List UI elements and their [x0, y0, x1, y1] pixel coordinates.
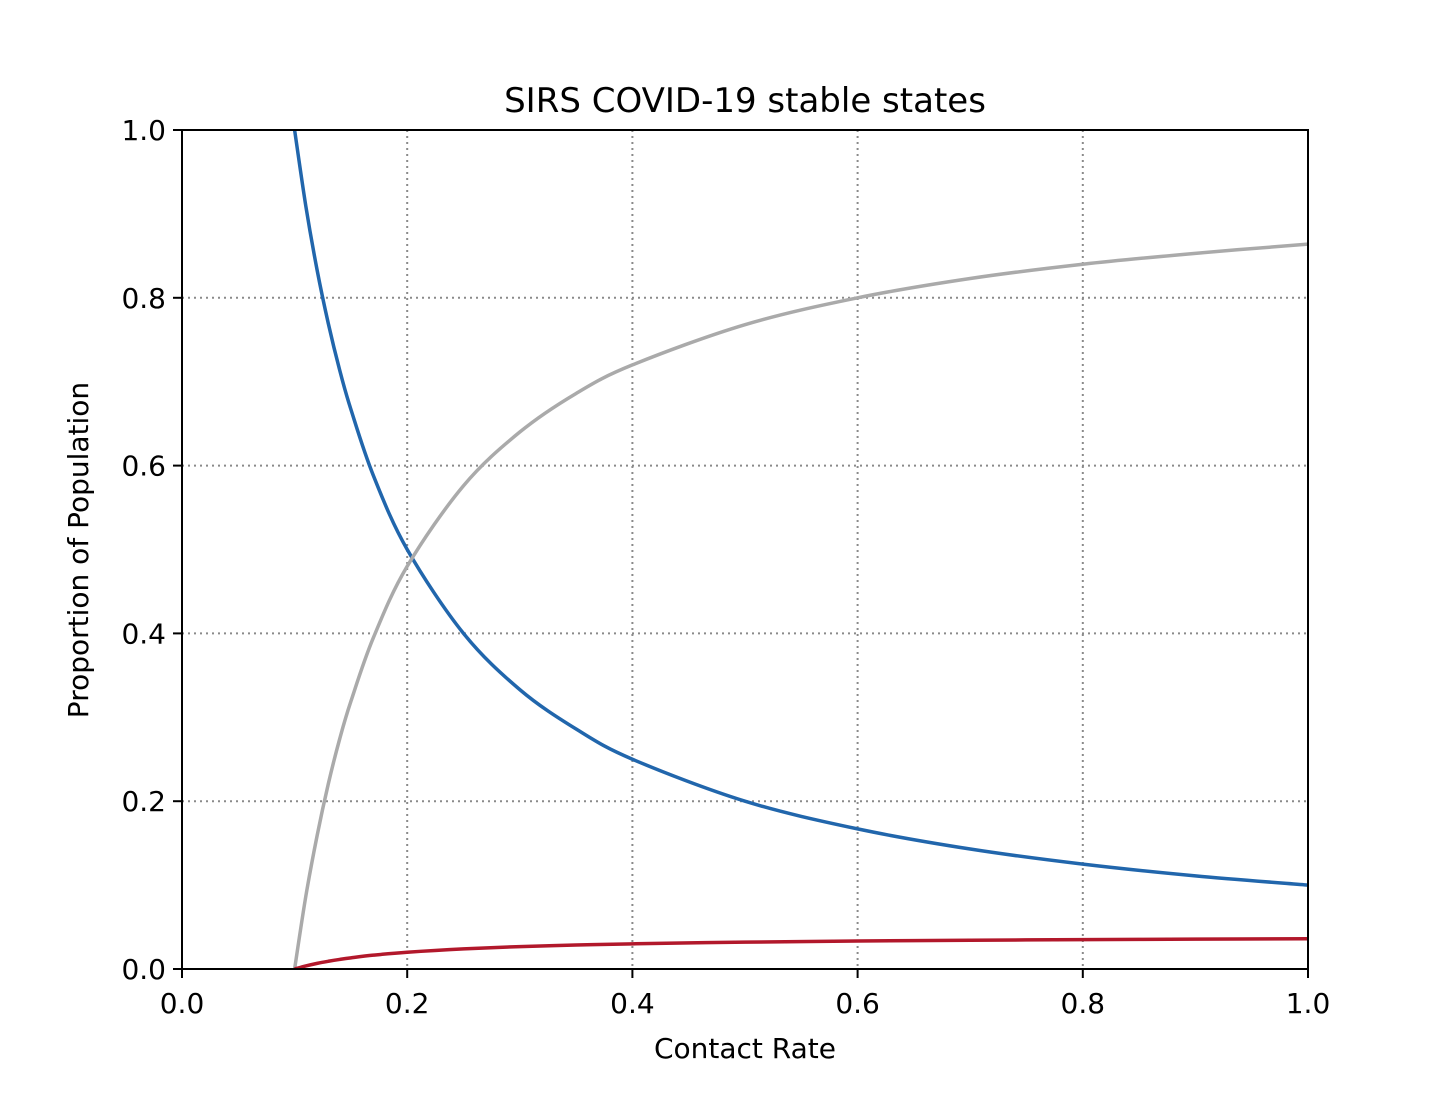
- series-layer: [292, 130, 1308, 969]
- y-tick-label: 0.4: [121, 617, 166, 650]
- y-tick-label: 0.6: [121, 450, 166, 483]
- x-tick-label: 0.0: [160, 987, 205, 1020]
- series-line-red: [294, 937, 1308, 969]
- chart-title: SIRS COVID-19 stable states: [504, 81, 986, 121]
- y-tick-label: 0.2: [121, 785, 166, 818]
- x-axis-label: Contact Rate: [654, 1032, 836, 1065]
- x-tick-label: 1.0: [1286, 987, 1331, 1020]
- series-line-blue: [292, 130, 1308, 887]
- x-tick-label: 0.8: [1061, 987, 1106, 1020]
- y-tick-label: 0.8: [121, 282, 166, 315]
- y-tick-label: 1.0: [121, 114, 166, 147]
- series-line-gray: [292, 242, 1308, 969]
- x-tick-label: 0.6: [835, 987, 880, 1020]
- y-tick-label: 0.0: [121, 953, 166, 986]
- ticks: 0.0 0.2 0.4 0.6 0.8 1.0 0.0 0.2 0.4 0.6 0.8 1.0: [121, 114, 1330, 1020]
- x-tick-label: 0.4: [610, 987, 655, 1020]
- x-tick-label: 0.2: [385, 987, 430, 1020]
- y-axis-label: Proportion of Population: [62, 382, 95, 718]
- plot-frame: [181, 129, 1309, 970]
